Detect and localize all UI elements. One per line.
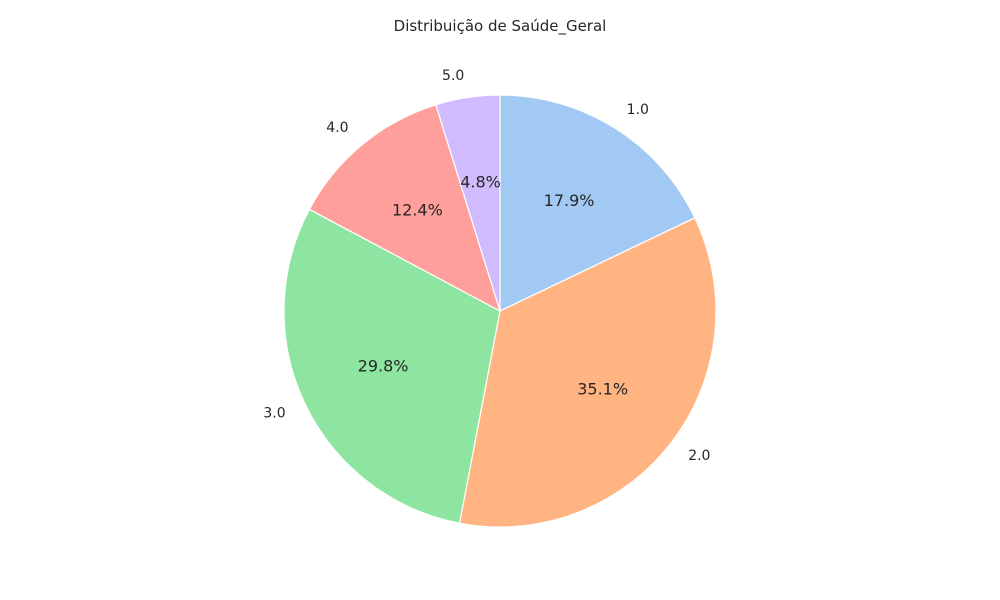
pie-slice-5-0 [435,94,501,312]
slice-percent-5-0: 4.8% [460,172,501,191]
slice-label-5-0: 5.0 [442,68,464,84]
pie-slice-2-0 [458,217,717,528]
chart-title: Distribuição de Saúde_Geral [393,17,607,35]
slice-percent-4-0: 12.4% [392,201,443,220]
slice-percent-2-0: 35.1% [577,380,628,399]
slice-label-1-0: 1.0 [627,102,649,118]
slice-percent-1-0: 17.9% [544,191,595,210]
pie-slice-4-0 [308,103,502,313]
slice-label-2-0: 2.0 [688,448,710,464]
slice-percent-3-0: 29.8% [358,356,409,375]
slice-label-4-0: 4.0 [326,120,348,136]
slice-label-3-0: 3.0 [263,406,285,422]
pie-slice-3-0 [283,208,501,524]
pie-slice-1-0 [499,94,696,312]
